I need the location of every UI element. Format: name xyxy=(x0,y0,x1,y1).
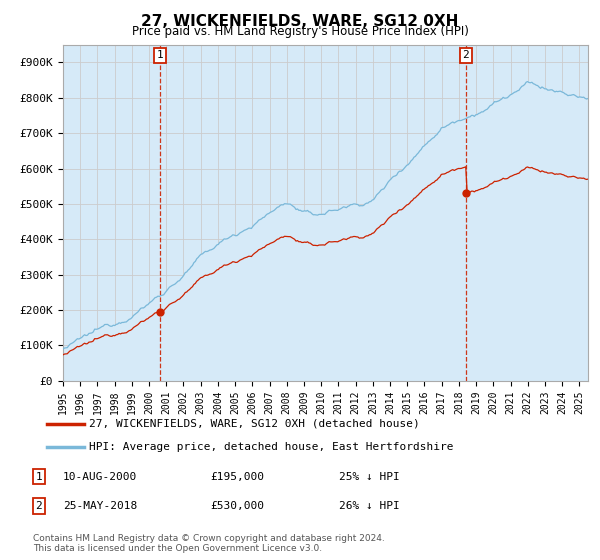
Text: 2: 2 xyxy=(463,50,469,60)
Text: HPI: Average price, detached house, East Hertfordshire: HPI: Average price, detached house, East… xyxy=(89,442,454,452)
Text: 27, WICKENFIELDS, WARE, SG12 0XH (detached house): 27, WICKENFIELDS, WARE, SG12 0XH (detach… xyxy=(89,419,419,429)
Text: 26% ↓ HPI: 26% ↓ HPI xyxy=(339,501,400,511)
Text: 25% ↓ HPI: 25% ↓ HPI xyxy=(339,472,400,482)
Text: Price paid vs. HM Land Registry's House Price Index (HPI): Price paid vs. HM Land Registry's House … xyxy=(131,25,469,38)
Text: 1: 1 xyxy=(157,50,163,60)
Text: 2: 2 xyxy=(35,501,43,511)
Text: 27, WICKENFIELDS, WARE, SG12 0XH: 27, WICKENFIELDS, WARE, SG12 0XH xyxy=(142,14,458,29)
Text: 1: 1 xyxy=(35,472,43,482)
Text: Contains HM Land Registry data © Crown copyright and database right 2024.
This d: Contains HM Land Registry data © Crown c… xyxy=(33,534,385,553)
Text: £195,000: £195,000 xyxy=(210,472,264,482)
Text: 10-AUG-2000: 10-AUG-2000 xyxy=(63,472,137,482)
Text: £530,000: £530,000 xyxy=(210,501,264,511)
Text: 25-MAY-2018: 25-MAY-2018 xyxy=(63,501,137,511)
